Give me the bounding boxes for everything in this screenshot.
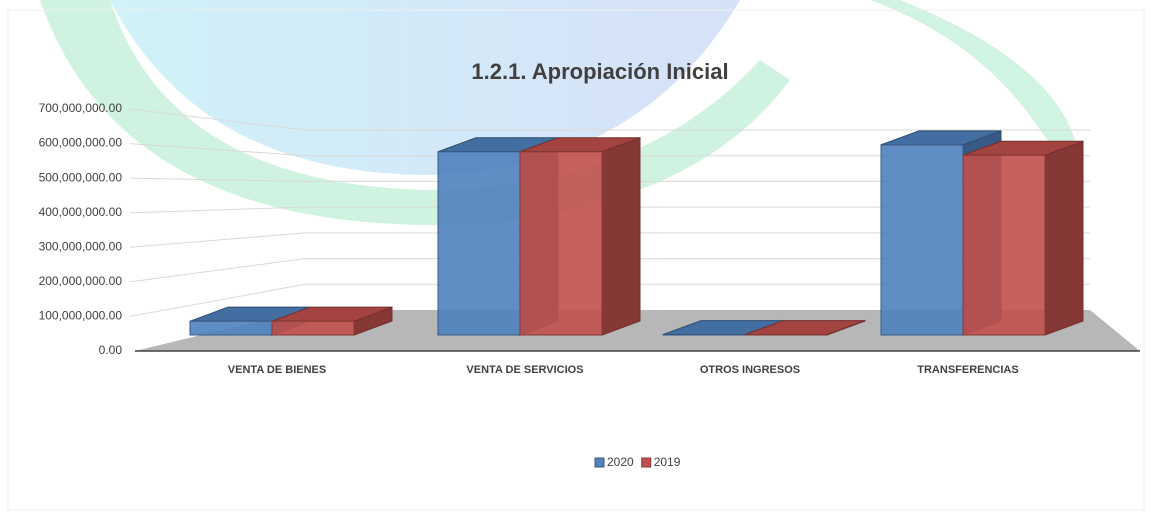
x-tick-label: VENTA DE SERVICIOS — [466, 364, 583, 376]
x-tick-label: OTROS INGRESOS — [700, 364, 800, 376]
legend-swatch — [642, 458, 651, 467]
y-tick-label: 100,000,000.00 — [39, 309, 123, 323]
bar — [881, 145, 963, 335]
x-tick-label: VENTA DE BIENES — [228, 364, 326, 376]
y-tick-label: 400,000,000.00 — [39, 205, 123, 219]
y-tick-label: 600,000,000.00 — [39, 136, 123, 150]
bar — [438, 152, 520, 335]
y-tick-label: 700,000,000.00 — [39, 101, 123, 115]
legend-swatch — [595, 458, 604, 467]
bar-side — [602, 138, 640, 335]
bar — [963, 155, 1045, 335]
y-tick-label: 300,000,000.00 — [39, 239, 123, 253]
y-tick-label: 500,000,000.00 — [39, 170, 123, 184]
y-tick-label: 200,000,000.00 — [39, 274, 123, 288]
bar — [190, 321, 272, 335]
bar — [520, 152, 602, 335]
legend-label: 2020 — [607, 455, 634, 469]
bar-side — [1045, 141, 1083, 335]
y-tick-label: 0.00 — [99, 343, 123, 357]
x-tick-label: TRANSFERENCIAS — [917, 364, 1018, 376]
bar — [272, 321, 354, 335]
legend-label: 2019 — [654, 455, 681, 469]
chart-title: 1.2.1. Apropiación Inicial — [471, 59, 728, 84]
